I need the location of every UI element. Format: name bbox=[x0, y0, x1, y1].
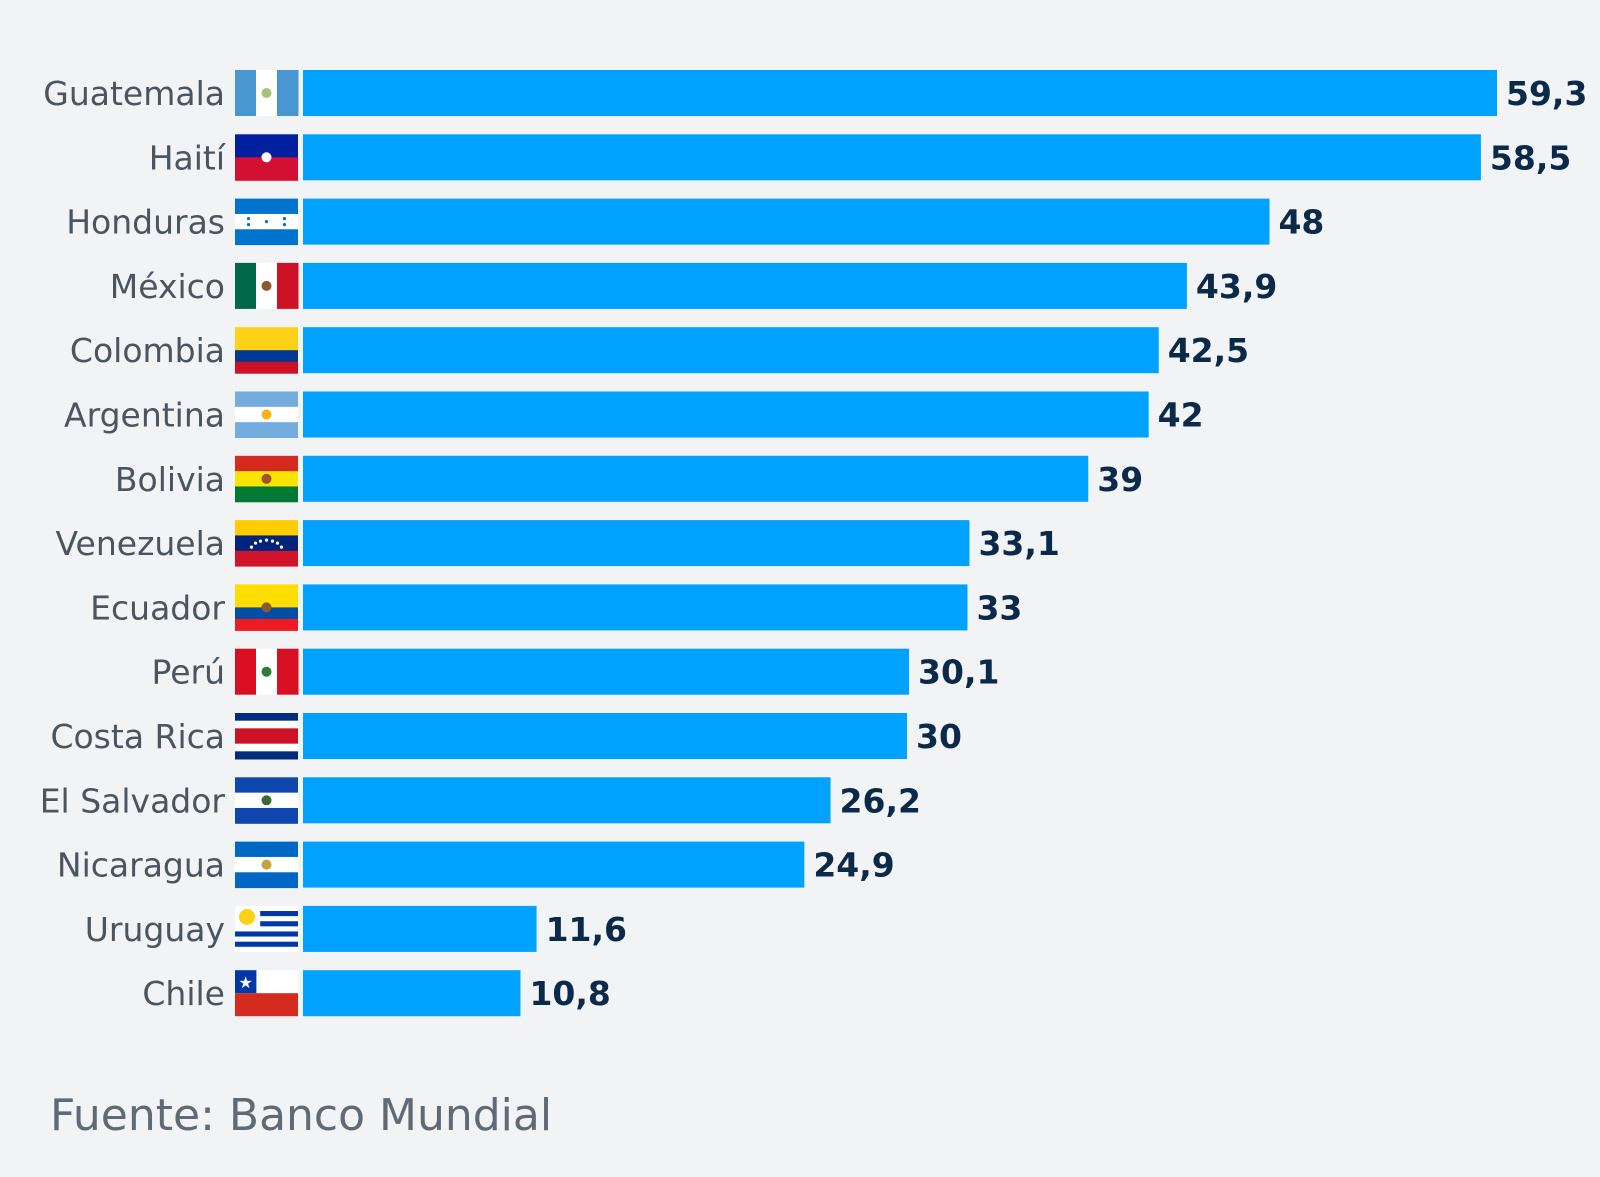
value-label: 11,6 bbox=[546, 910, 627, 949]
value-label: 58,5 bbox=[1490, 138, 1571, 177]
bar bbox=[303, 648, 910, 695]
honduras-flag-icon bbox=[235, 198, 298, 246]
bar-row: Costa Rica 30 bbox=[50, 713, 962, 760]
bar bbox=[303, 134, 1481, 181]
category-label: Haití bbox=[149, 138, 227, 177]
category-label: Argentina bbox=[64, 396, 225, 435]
bar-row: Ecuador 33 bbox=[90, 584, 1022, 631]
bar bbox=[303, 70, 1497, 116]
bar-row: El Salvador 26,2 bbox=[40, 777, 921, 824]
bar bbox=[303, 713, 908, 759]
bar-chart: Guatemala 59,3 Haití 58,5 Honduras 48 México 43… bbox=[40, 70, 1587, 1017]
bar bbox=[303, 970, 521, 1017]
value-label: 30 bbox=[916, 717, 962, 756]
category-label: Chile bbox=[142, 974, 225, 1013]
uruguay-flag-icon bbox=[235, 905, 298, 952]
bar bbox=[303, 905, 537, 952]
peru-flag-icon bbox=[235, 648, 299, 695]
category-label: Venezuela bbox=[56, 524, 225, 563]
category-label: Bolivia bbox=[115, 460, 225, 499]
bar-row: Chile ★ 10,8 bbox=[142, 970, 611, 1017]
value-label: 42,5 bbox=[1168, 331, 1249, 370]
haiti-flag-icon bbox=[235, 134, 298, 181]
bar-row: Guatemala 59,3 bbox=[43, 70, 1587, 116]
category-label: Ecuador bbox=[90, 588, 225, 627]
value-label: 43,9 bbox=[1196, 267, 1277, 306]
category-label: Honduras bbox=[66, 203, 225, 242]
bar bbox=[303, 327, 1159, 374]
value-label: 10,8 bbox=[529, 974, 610, 1013]
bar-row: Uruguay 11,6 bbox=[85, 905, 627, 952]
value-label: 33 bbox=[976, 588, 1022, 627]
bar bbox=[303, 777, 831, 824]
value-label: 26,2 bbox=[840, 781, 921, 820]
costa-rica-flag-icon bbox=[235, 713, 298, 760]
value-label: 42 bbox=[1158, 396, 1204, 435]
category-label: Guatemala bbox=[43, 74, 225, 113]
bar bbox=[303, 391, 1149, 438]
category-label: El Salvador bbox=[40, 781, 226, 820]
bar bbox=[303, 262, 1187, 309]
source-note: Fuente: Banco Mundial bbox=[50, 1090, 553, 1141]
chile-flag-icon: ★ bbox=[235, 970, 298, 1017]
bar-row: Nicaragua 24,9 bbox=[57, 841, 895, 889]
venezuela-flag-icon bbox=[235, 520, 298, 567]
nicaragua-flag-icon bbox=[235, 841, 298, 889]
bar-row: Bolivia 39 bbox=[115, 455, 1143, 503]
category-label: Colombia bbox=[70, 331, 225, 370]
value-label: 30,1 bbox=[918, 653, 999, 692]
value-label: 33,1 bbox=[978, 524, 1059, 563]
value-label: 24,9 bbox=[813, 846, 894, 885]
category-label: Uruguay bbox=[85, 910, 225, 949]
bar bbox=[303, 198, 1270, 245]
value-label: 39 bbox=[1097, 460, 1143, 499]
bar bbox=[303, 455, 1089, 502]
ecuador-flag-icon bbox=[235, 584, 298, 631]
el-salvador-flag-icon bbox=[235, 777, 298, 824]
argentina-flag-icon bbox=[235, 391, 298, 438]
value-label: 59,3 bbox=[1506, 74, 1587, 113]
bar bbox=[303, 841, 805, 888]
bar bbox=[303, 520, 970, 567]
category-label: Perú bbox=[151, 653, 225, 692]
guatemala-flag-icon bbox=[235, 70, 299, 116]
category-label: México bbox=[110, 267, 225, 306]
value-label: 48 bbox=[1278, 203, 1324, 242]
bar-row: Perú 30,1 bbox=[151, 648, 999, 695]
bar-row: Venezuela 33,1 bbox=[56, 520, 1060, 567]
bar bbox=[303, 584, 968, 631]
bar-row: Colombia 42,5 bbox=[70, 327, 1249, 374]
bar-row: Haití 58,5 bbox=[149, 134, 1571, 181]
category-label: Nicaragua bbox=[57, 846, 225, 885]
bolivia-flag-icon bbox=[235, 455, 298, 503]
bar-row: México 43,9 bbox=[110, 262, 1277, 309]
colombia-flag-icon bbox=[235, 327, 298, 374]
mexico-flag-icon bbox=[235, 262, 299, 309]
category-label: Costa Rica bbox=[50, 717, 225, 756]
svg-text:★: ★ bbox=[239, 973, 253, 992]
bar-row: Argentina 42 bbox=[64, 391, 1204, 438]
bar-row: Honduras 48 bbox=[66, 198, 1324, 246]
